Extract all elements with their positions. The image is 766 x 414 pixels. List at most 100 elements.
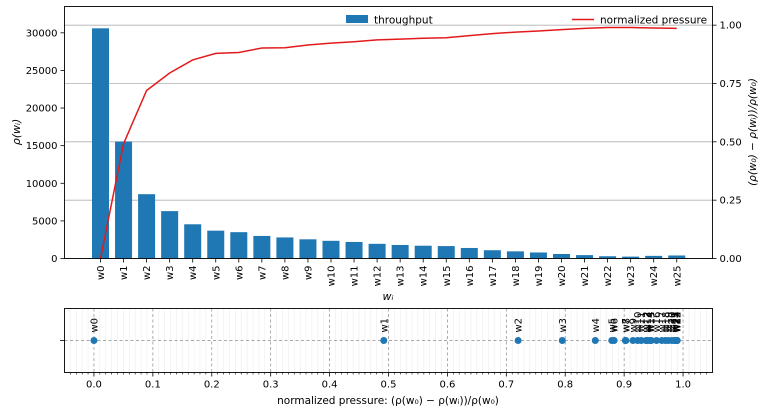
x-tick-label: w22: [603, 266, 614, 287]
x-tick-label: w20: [557, 266, 568, 287]
point-w15: [647, 337, 655, 344]
point-label: w16: [652, 312, 663, 333]
x-tick-label: w9: [303, 266, 314, 281]
bar-w13: [391, 244, 409, 259]
y-tick-label: 25000: [26, 66, 58, 77]
point-label: w3: [558, 318, 569, 333]
point-w8: [622, 337, 630, 344]
x-tick-label: w16: [465, 266, 476, 287]
point-label: w18: [661, 312, 672, 333]
point-w3: [558, 337, 566, 344]
point-label: w13: [643, 312, 654, 333]
point-label: w0: [89, 318, 100, 333]
point-label: w9: [628, 318, 639, 333]
x-axis-label: wᵢ: [383, 290, 394, 303]
x-tick-label: w4: [188, 266, 199, 281]
pressure-line: [99, 26, 677, 259]
x-tick-label: w14: [419, 266, 430, 287]
bar-w2: [138, 194, 156, 259]
x-tick-label: w17: [488, 265, 499, 286]
x-tick-label: w5: [211, 266, 222, 281]
x-tick-label: w19: [534, 266, 545, 287]
y-tick-label: 0: [51, 254, 57, 265]
left-y-ticks: 0 5000 10000 15000 20000 25000 30000: [26, 28, 65, 265]
bar-w0: [92, 28, 109, 259]
x-tick-label: w25: [672, 266, 683, 287]
x-tick-label: w21: [580, 266, 591, 287]
point-label: w5: [607, 318, 618, 333]
x-tick-label: w6: [234, 266, 245, 281]
x-tick-label: w18: [511, 266, 522, 287]
point-label: w23: [673, 312, 684, 333]
top-axes-frame: [64, 6, 713, 259]
bar-w9: [299, 239, 317, 259]
bar-w21: [576, 255, 594, 259]
point-label: w24: [671, 312, 682, 333]
x-tick-label: w11: [350, 266, 361, 287]
point-w0: [90, 337, 98, 344]
point-label: w21: [670, 312, 681, 333]
bar-w5: [207, 230, 225, 259]
y-tick-label: 10000: [26, 179, 58, 190]
y2-tick-label: 0.75: [720, 79, 742, 90]
bottom-x-tick-label: 0.9: [616, 380, 632, 391]
x-tick-label: w2: [142, 266, 153, 281]
x-ticks: w0 w1 w2 w3 w4 w5 w6 w7 w8 w9 w10 w11 w12 w13 w14 w15 w1…: [96, 258, 683, 287]
bottom-x-tick-label: 0.7: [498, 380, 514, 391]
bar-w25: [668, 255, 686, 259]
point-label: w25: [670, 312, 681, 333]
point-label: w6: [610, 318, 621, 333]
x-tick-label: w10: [327, 266, 338, 287]
bottom-x-tick-label: 0.6: [439, 380, 455, 391]
bottom-x-tick-label: 0.5: [381, 380, 397, 391]
bar-w11: [345, 241, 363, 259]
bar-w19: [529, 252, 547, 259]
bottom-x-tick-label: 1.0: [675, 380, 691, 391]
bar-w12: [368, 243, 386, 259]
x-tick-label: w3: [165, 266, 176, 281]
x-tick-label: w13: [396, 266, 407, 287]
bar-w24: [645, 255, 663, 259]
bar-w10: [322, 240, 340, 259]
bottom-x-tick-label: 0.4: [322, 380, 338, 391]
y2-tick-label: 0.00: [720, 254, 742, 265]
y-tick-label: 30000: [26, 28, 58, 39]
y2-tick-label: 1.00: [720, 21, 742, 32]
point-label: w20: [667, 312, 678, 333]
point-w16: [653, 337, 661, 344]
legend-throughput: throughput: [346, 15, 433, 27]
bar-w4: [184, 224, 202, 259]
x-tick-label: w0: [96, 266, 107, 281]
point-label: w10: [633, 312, 644, 333]
x-tick-label: w1: [119, 266, 130, 281]
y-axis-label: ρ(wᵢ): [10, 119, 23, 146]
y-tick-label: 5000: [32, 216, 57, 227]
bar-w1: [115, 141, 133, 259]
point-label: w4: [591, 318, 602, 333]
legend-pressure: normalized pressure: [572, 15, 707, 27]
point-label: w17: [657, 312, 668, 333]
throughput-bars: [92, 28, 686, 259]
y2-axis-label: (ρ(w₀) − ρ(wᵢ))/ρ(w₀): [747, 78, 759, 186]
pressure-strip-chart: 0.0 0.1 0.2 0.3 0.4 0.5 0.6 0.7 0.8 0.9 1.0 w0 w1 w2…: [60, 308, 713, 407]
bottom-x-tick-label: 0.0: [86, 380, 102, 391]
bar-w7: [253, 235, 271, 259]
point-w6: [610, 337, 618, 344]
point-label: w22: [673, 312, 684, 333]
legend-throughput-swatch: [346, 15, 368, 23]
x-tick-label: w7: [257, 266, 268, 281]
right-y-ticks: 0.00 0.25 0.50 0.75 1.00: [712, 21, 742, 265]
x-tick-label: w12: [373, 266, 384, 287]
y-tick-label: 15000: [26, 141, 58, 152]
point-w2: [514, 337, 522, 344]
x-tick-label: w15: [442, 266, 453, 287]
point-label: w19: [664, 312, 675, 333]
point-label: w2: [514, 318, 525, 333]
bottom-x-ticks: 0.0 0.1 0.2 0.3 0.4 0.5 0.6 0.7 0.8 0.9 1.0: [70, 372, 707, 391]
bar-w23: [622, 256, 640, 259]
bar-w14: [414, 245, 432, 259]
point-label: w1: [379, 318, 390, 333]
y-tick-label: 20000: [26, 104, 58, 115]
